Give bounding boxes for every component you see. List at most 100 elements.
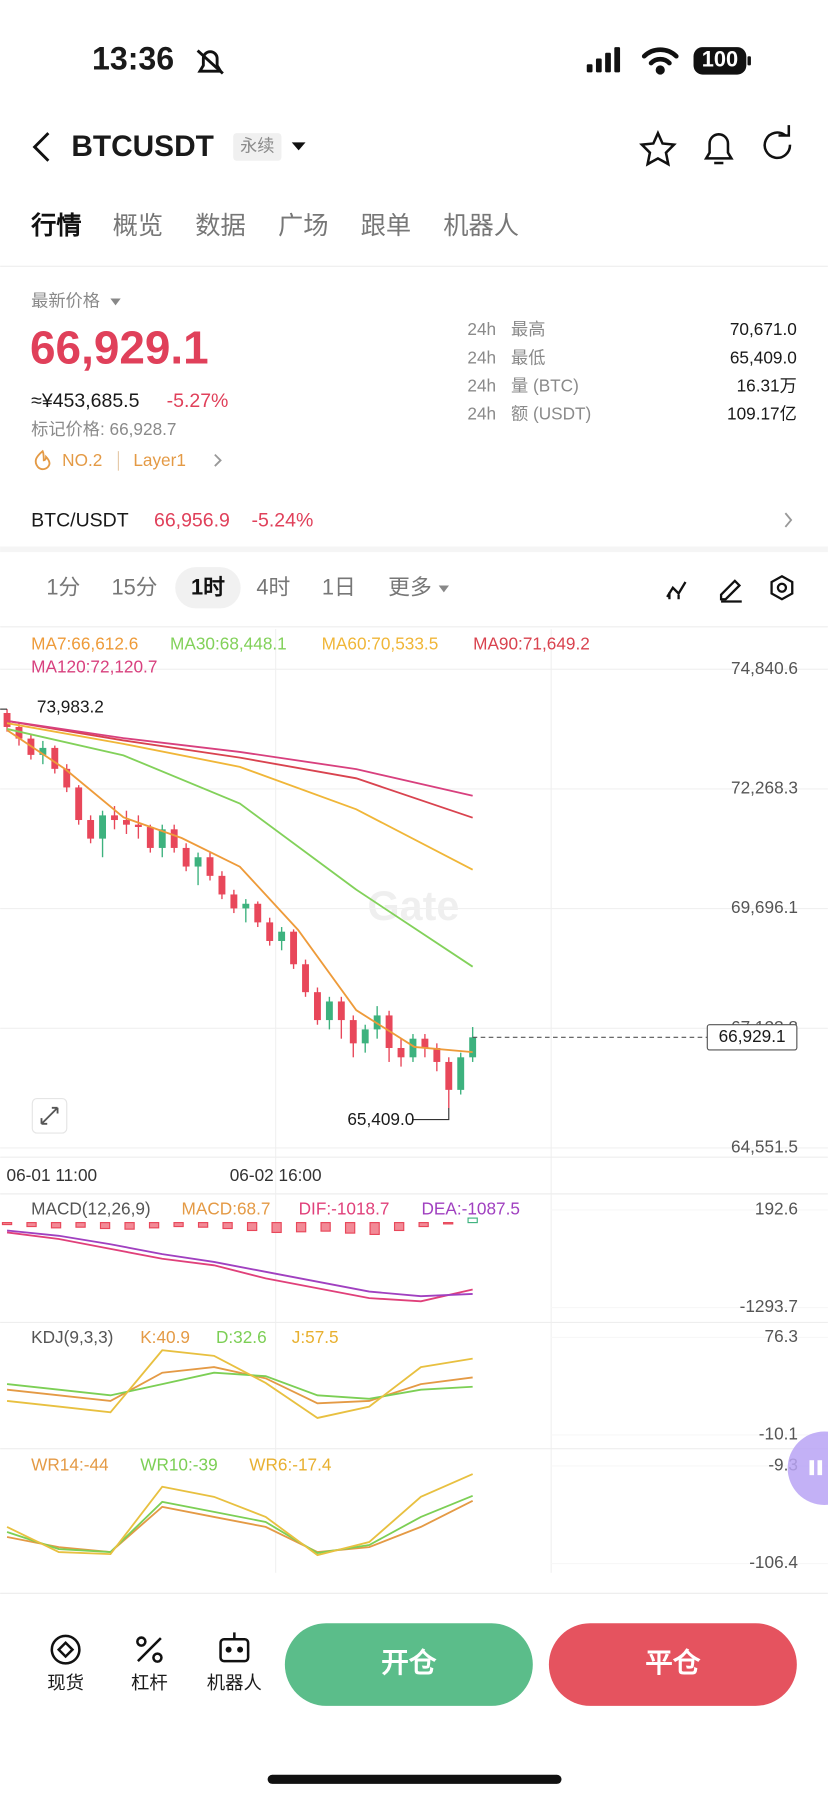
high-label: 73,983.2 [37,697,104,717]
candle-body [266,922,274,941]
last-price-label: 最新价格 [31,290,100,310]
bot-icon[interactable] [219,1632,250,1663]
spot-pair[interactable]: BTC/USDT [31,509,129,531]
interval[interactable]: 4时 [256,575,290,600]
interval[interactable]: 1日 [322,575,356,600]
tab[interactable]: 数据 [195,212,245,240]
hot-icon [34,449,51,470]
nav-label[interactable]: 机器人 [207,1672,262,1693]
ma-line [6,720,473,797]
candle-body [433,1047,441,1062]
tab[interactable]: 概览 [113,212,164,240]
candle-body [469,1037,477,1058]
candle-body [325,1001,333,1021]
candle-body [39,747,47,755]
candle-body [15,726,23,739]
candle-body [206,857,214,876]
ma-legend: MA90:71,649.2 [473,634,590,654]
candle-body [99,815,107,839]
favorite-button[interactable] [639,130,677,167]
y-tick-label: 64,551.5 [731,1137,798,1157]
candle-body [146,826,154,848]
kdj-line [6,1366,473,1405]
kdj-line [6,1349,473,1419]
spot-icon[interactable] [50,1634,81,1665]
back-button[interactable] [32,132,50,162]
sector-arrow [214,453,222,467]
macd-bar [320,1222,331,1232]
open-label[interactable]: 开仓 [381,1647,437,1678]
tab[interactable]: 广场 [278,212,329,240]
floating-assistant[interactable] [787,1431,828,1505]
macd-bar [50,1222,62,1229]
macd-bar [442,1222,454,1225]
stat-name: 最低 [511,347,545,367]
ma-line [6,729,473,1054]
battery-tip [747,56,751,66]
y-tick-label: 76.3 [765,1326,798,1346]
macd-legend: DIF:-1018.7 [299,1198,390,1218]
macd-bar [99,1222,111,1230]
rank[interactable]: NO.2 [62,450,102,470]
wr-legend: WR6:-17.4 [249,1454,332,1474]
y-tick-label: 192.6 [755,1198,798,1218]
candle-body [421,1038,429,1048]
candle-body [194,857,202,867]
candle-body [122,820,130,825]
macd-bar [369,1222,380,1235]
nav-label[interactable]: 杠杆 [131,1672,168,1693]
expand-icon [40,1106,59,1125]
intervals: 1分 15分 1时 4时 1日 更多 [46,575,450,600]
symbol-dropdown[interactable] [291,142,306,151]
candle-body [87,820,95,839]
settings-button[interactable] [770,574,794,601]
spot-price: 66,956.9 [154,509,230,531]
nav-label[interactable]: 现货 [47,1672,84,1693]
battery [693,47,747,75]
kdj-legend: K:40.9 [140,1327,190,1347]
margin-icon[interactable] [136,1636,163,1663]
interval[interactable]: 1分 [46,575,80,600]
macd-bar [271,1222,282,1234]
interval[interactable]: 更多 [388,575,432,600]
stat-name: 最高 [511,319,545,339]
spot-arrow[interactable] [784,512,793,528]
share-button[interactable] [763,125,792,160]
section-gap [0,546,828,553]
battery-level: 100 [702,47,738,72]
macd-legend: MACD:68.7 [182,1198,271,1218]
close-label[interactable]: 平仓 [645,1647,701,1678]
macd-bar [393,1222,405,1232]
close-button[interactable] [548,1623,797,1706]
stat-period: 24h [467,319,496,339]
ma-legend: MA30:68,448.1 [170,634,287,654]
interval[interactable]: 15分 [111,575,157,600]
ma-line [6,720,473,819]
sector[interactable]: Layer1 [133,450,186,470]
ma-legend: MA120:72,120.7 [31,657,157,677]
tab[interactable]: 跟单 [361,212,412,240]
macd-bar [148,1222,160,1229]
x-tick-label: 06-02 16:00 [230,1165,322,1185]
macd-bar [197,1222,209,1228]
interval[interactable]: 1时 [191,575,225,600]
wr-legend: WR14:-44 [31,1454,109,1474]
x-tick-label: 06-01 11:00 [7,1165,98,1185]
tab[interactable]: 行情 [30,211,82,240]
open-button[interactable] [284,1623,533,1706]
candle-body [3,713,11,727]
stat-value: 65,409.0 [730,347,797,367]
label-caret [110,298,121,306]
candle-body [170,829,178,848]
stat-period: 24h [467,404,496,424]
more-caret [438,585,450,593]
symbol[interactable]: BTCUSDT [71,130,214,163]
bottom-nav: 现货 杠杆 机器人 [47,1672,262,1693]
draw-button[interactable] [719,579,742,603]
candle-body [278,931,286,941]
alert-button[interactable] [703,133,734,165]
indicator-button[interactable] [666,581,687,600]
low-label: 65,409.0 [347,1109,414,1129]
tab[interactable]: 机器人 [443,212,519,240]
macd-bar [467,1217,478,1224]
